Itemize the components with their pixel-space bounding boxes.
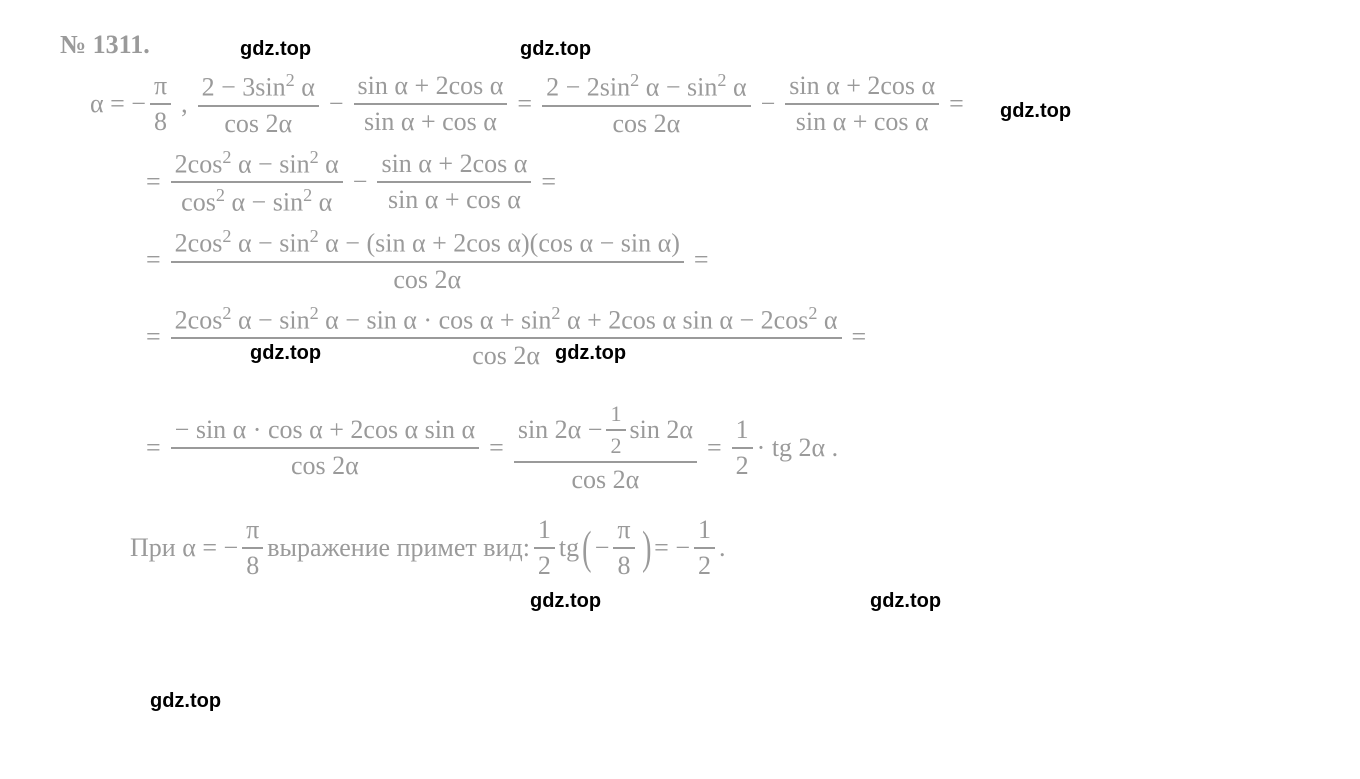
frac2: sin α + 2cos α sin α + cos α (377, 149, 531, 215)
num: sin α + 2cos α (354, 71, 508, 105)
bottom-conclusion: При α = − π 8 выражение примет вид: 1 2 … (130, 515, 1310, 581)
watermark: gdz.top (1000, 100, 1071, 123)
frac-pi8: π 8 (242, 515, 263, 581)
den: sin α + cos α (384, 183, 525, 215)
watermark: gdz.top (555, 342, 626, 365)
den: cos 2α (287, 449, 363, 481)
eq: = (146, 322, 161, 352)
text2: выражение примет вид: (267, 533, 530, 563)
comma: , (181, 89, 188, 119)
math-line-3: = 2cos2 α − sin2 α − (sin α + 2cos α)(co… (140, 226, 1310, 295)
tg: tg (559, 533, 579, 563)
den: cos 2α (220, 107, 296, 139)
minus: − (353, 167, 368, 197)
watermark: gdz.top (240, 38, 311, 61)
eq: = (517, 89, 532, 119)
num: 2cos2 α − sin2 α (171, 147, 343, 184)
frac-half: 1 2 (534, 515, 555, 581)
watermark: gdz.top (250, 342, 321, 365)
den: sin α + cos α (792, 105, 933, 137)
eq: = − (654, 533, 690, 563)
num: sin 2α − 1 2 sin 2α (514, 401, 697, 463)
eq: = (852, 322, 867, 352)
den: cos 2α (389, 263, 465, 295)
den: cos 2α (608, 107, 684, 139)
math-line-1: α = − π 8 , 2 − 3sin2 α cos 2α − sin α +… (90, 70, 1310, 139)
num: sin α + 2cos α (785, 71, 939, 105)
eq: = (707, 433, 722, 463)
frac2: sin α + 2cos α sin α + cos α (354, 71, 508, 137)
watermark: gdz.top (520, 38, 591, 61)
frac-half-result: 1 2 (694, 515, 715, 581)
tg-result: · tg 2α . (757, 433, 839, 463)
eq: = (146, 245, 161, 275)
alpha-eq: α = − (90, 89, 146, 119)
frac1: 2cos2 α − sin2 α cos2 α − sin2 α (171, 147, 343, 218)
eq: = (146, 167, 161, 197)
watermark: gdz.top (530, 590, 601, 613)
text1: При α = − (130, 533, 238, 563)
num: 2cos2 α − sin2 α − sin α · cos α + sin2 … (171, 303, 842, 340)
paren-close: ) (642, 525, 651, 572)
math-line-5: = − sin α · cos α + 2cos α sin α cos 2α … (140, 401, 1310, 495)
frac4: sin α + 2cos α sin α + cos α (785, 71, 939, 137)
minus: − (761, 89, 776, 119)
num: 2 − 2sin2 α − sin2 α (542, 70, 750, 107)
den: cos 2α (568, 463, 644, 495)
frac: 2cos2 α − sin2 α − (sin α + 2cos α)(cos … (171, 226, 684, 295)
eq: = (541, 167, 556, 197)
period: . (719, 533, 726, 563)
den: cos2 α − sin2 α (177, 183, 336, 218)
paren-open: ( (582, 525, 591, 572)
den: sin α + cos α (360, 105, 501, 137)
den: 8 (150, 105, 171, 137)
eq: = (949, 89, 964, 119)
frac3: 2 − 2sin2 α − sin2 α cos 2α (542, 70, 750, 139)
frac-pi8: π 8 (150, 71, 171, 137)
frac-pi8-inner: π 8 (613, 515, 634, 581)
watermark: gdz.top (150, 690, 221, 713)
frac1: 2 − 3sin2 α cos 2α (198, 70, 319, 139)
num: sin α + 2cos α (377, 149, 531, 183)
frac2: sin 2α − 1 2 sin 2α cos 2α (514, 401, 697, 495)
num: π (150, 71, 171, 105)
math-line-2: = 2cos2 α − sin2 α cos2 α − sin2 α − sin… (140, 147, 1310, 218)
den: cos 2α (468, 339, 544, 371)
num: − sin α · cos α + 2cos α sin α (171, 415, 479, 449)
minus: − (595, 533, 610, 563)
num: 2 − 3sin2 α (198, 70, 319, 107)
eq: = (694, 245, 709, 275)
eq: = (489, 433, 504, 463)
watermark: gdz.top (870, 590, 941, 613)
eq: = (146, 433, 161, 463)
frac-half: 1 2 (732, 415, 753, 481)
frac1: − sin α · cos α + 2cos α sin α cos 2α (171, 415, 479, 481)
minus: − (329, 89, 344, 119)
num: 2cos2 α − sin2 α − (sin α + 2cos α)(cos … (171, 226, 684, 263)
